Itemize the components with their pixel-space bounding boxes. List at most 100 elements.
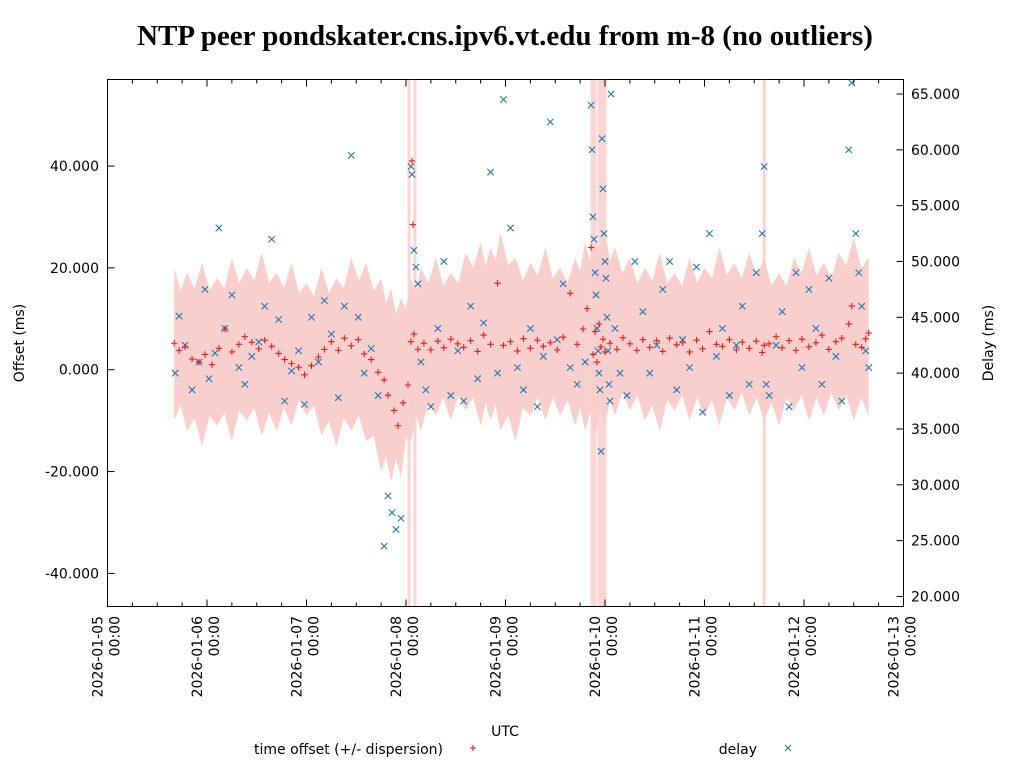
offset-point xyxy=(693,337,700,344)
offset-point xyxy=(753,338,760,345)
offset-point xyxy=(399,399,407,407)
delay-point xyxy=(546,118,554,126)
offset-point xyxy=(514,347,521,355)
delay-point xyxy=(631,257,639,266)
x-tick-label-time: 00:00 xyxy=(406,616,422,656)
offset-point xyxy=(713,341,720,348)
offset-point xyxy=(699,345,706,353)
y2-tick-label: 60.000 xyxy=(911,143,960,159)
delay-point xyxy=(566,363,574,372)
delay-point xyxy=(248,352,256,360)
delay-point xyxy=(805,285,813,293)
offset-point xyxy=(825,346,833,353)
delay-point xyxy=(467,302,475,310)
delay-point xyxy=(646,369,654,377)
delay-point xyxy=(513,363,522,372)
offset-point xyxy=(170,340,178,347)
offset-point xyxy=(507,338,514,345)
delay-point xyxy=(241,380,249,388)
delay-point xyxy=(410,246,418,254)
dispersion-column xyxy=(600,79,604,607)
offset-point xyxy=(308,362,315,369)
delay-point xyxy=(307,313,316,321)
offset-point xyxy=(785,337,793,344)
y-tick-label: 40.000 xyxy=(50,159,99,175)
offset-point xyxy=(228,348,236,356)
offset-point xyxy=(261,337,268,344)
delay-point xyxy=(188,386,196,394)
delay-point xyxy=(422,386,430,394)
delay-point xyxy=(666,257,674,266)
dispersion-column xyxy=(407,79,411,607)
delay-point xyxy=(388,509,396,517)
offset-point xyxy=(440,344,448,352)
delay-point xyxy=(792,269,800,277)
delay-point xyxy=(374,391,382,400)
delay-point xyxy=(493,369,502,377)
y2-tick-label: 50.000 xyxy=(911,254,960,270)
x-tick-label-time: 00:00 xyxy=(804,616,820,656)
offset-point xyxy=(719,343,726,350)
offset-point xyxy=(454,340,461,347)
offset-point xyxy=(566,290,574,297)
cross-icon xyxy=(784,744,792,752)
chart-title: NTP peer pondskater.cns.ipv6.vt.edu from… xyxy=(137,20,873,52)
offset-series xyxy=(170,157,872,429)
delay-point xyxy=(778,308,786,316)
delay-point xyxy=(506,224,515,232)
delay-point xyxy=(606,397,614,405)
delay-point xyxy=(300,400,309,408)
dispersion-band-layer xyxy=(174,232,869,482)
offset-point xyxy=(268,343,275,350)
delay-point xyxy=(440,257,448,266)
offset-point xyxy=(858,344,865,351)
y2-tick-label: 25.000 xyxy=(911,534,960,550)
delay-point xyxy=(865,363,873,372)
delay-point xyxy=(434,324,442,333)
delay-point xyxy=(845,146,853,154)
offset-point xyxy=(480,331,487,339)
offset-point xyxy=(865,329,872,337)
delay-point xyxy=(862,347,870,355)
offset-point xyxy=(573,341,581,348)
x-tick-label-date: 2026-01-09 xyxy=(489,616,505,697)
offset-point xyxy=(746,345,753,352)
offset-point xyxy=(527,345,534,352)
x-tick-label-date: 2026-01-13 xyxy=(887,616,903,697)
delay-point xyxy=(760,163,768,171)
offset-point xyxy=(666,334,673,342)
offset-point xyxy=(686,348,693,356)
delay-point xyxy=(581,358,589,366)
delay-point xyxy=(392,525,400,534)
offset-point xyxy=(852,341,859,348)
offset-point xyxy=(248,339,255,346)
delay-point xyxy=(600,229,608,238)
legend: time offset (+/- dispersion) delay xyxy=(254,742,792,758)
delay-point xyxy=(590,235,598,243)
x-axis: 2026-01-05 00:00 2026-01-06 00:00 2026-01-07… xyxy=(91,79,920,697)
delay-point xyxy=(486,168,495,176)
delay-point xyxy=(745,380,753,388)
offset-point xyxy=(560,333,567,341)
delay-point xyxy=(659,285,667,293)
delay-point xyxy=(347,151,355,160)
delay-point xyxy=(408,170,416,178)
offset-point xyxy=(281,356,288,363)
offset-point xyxy=(235,341,243,348)
delay-point xyxy=(762,380,770,388)
offset-point xyxy=(241,333,249,340)
delay-point xyxy=(539,352,547,360)
offset-point xyxy=(301,371,308,379)
y2-tick-label: 20.000 xyxy=(911,589,960,605)
delay-point xyxy=(480,319,488,327)
offset-point xyxy=(404,381,412,389)
x-tick-label-date: 2026-01-11 xyxy=(688,616,704,697)
y-tick-label: -40.000 xyxy=(45,566,99,582)
x-tick-label-date: 2026-01-10 xyxy=(588,616,604,697)
offset-point xyxy=(832,338,840,345)
y2-tick-label: 30.000 xyxy=(911,478,960,494)
offset-point xyxy=(601,348,609,356)
offset-point xyxy=(328,338,335,345)
delay-point xyxy=(417,358,425,366)
delay-point xyxy=(603,313,611,321)
